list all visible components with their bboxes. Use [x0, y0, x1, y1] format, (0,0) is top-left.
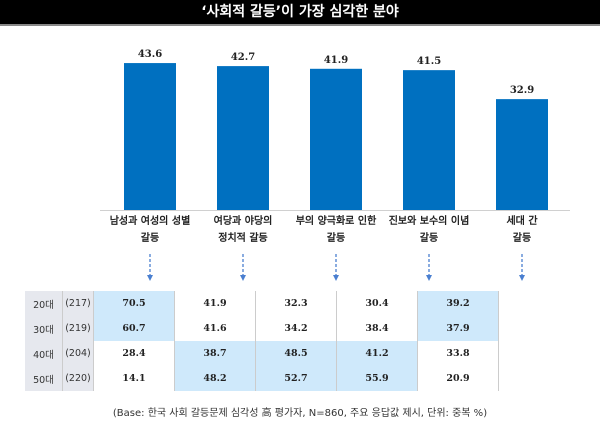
sample-size: (219) — [62, 316, 94, 341]
category-label-line: 갈등 — [326, 233, 346, 244]
page-title: ‘사회적 갈등’이 가장 심각한 분야 — [0, 0, 600, 26]
bar-chart: 43.6 42.7 41.9 41.5 32.9 — [100, 49, 570, 281]
data-label: 43.6 — [138, 49, 162, 60]
table-cell: 14.1 — [93, 366, 175, 391]
category-label-line: 진보와 보수의 이념 — [388, 216, 470, 227]
age-group: 40대 — [25, 341, 63, 366]
table-cell: 41.2 — [336, 341, 418, 366]
arrowhead-icon — [147, 275, 153, 281]
arrowhead-icon — [426, 275, 432, 281]
table-cell: 41.6 — [174, 316, 256, 341]
data-label: 42.7 — [231, 52, 255, 63]
arrowhead-icon — [333, 275, 339, 281]
table-cell: 20.9 — [417, 366, 499, 391]
category-label-line: 정치적 갈등 — [218, 233, 268, 244]
category-label-line: 부의 양극화로 인한 — [295, 216, 377, 227]
category-label-line: 갈등 — [140, 233, 160, 244]
age-group: 30대 — [25, 316, 63, 341]
bar — [310, 68, 362, 210]
table-cell: 70.5 — [93, 291, 175, 316]
footnote: (Base: 한국 사회 갈등문제 심각성 高 평가자, N=860, 주요 응… — [112, 408, 488, 419]
table-row: 30대 (219) 60.7 41.6 34.2 38.4 37.9 — [25, 316, 499, 341]
table-cell: 28.4 — [93, 341, 175, 366]
table-cell: 60.7 — [93, 316, 175, 341]
table-cell: 55.9 — [336, 366, 418, 391]
table-row: 40대 (204) 28.4 38.7 48.5 41.2 33.8 — [25, 341, 499, 366]
category-label-line: 남성과 여성의 성별 — [109, 216, 191, 227]
table-cell: 38.7 — [174, 341, 256, 366]
table-cell: 41.9 — [174, 291, 256, 316]
bar — [403, 70, 455, 211]
table-cell: 30.4 — [336, 291, 418, 316]
age-group: 20대 — [25, 291, 63, 316]
category-label-line: 갈등 — [512, 233, 532, 244]
bar — [217, 66, 269, 210]
data-label: 41.5 — [417, 56, 441, 67]
table-cell: 34.2 — [255, 316, 337, 341]
category-label-line: 세대 간 — [506, 216, 538, 227]
table-row: 20대 (217) 70.5 41.9 32.3 30.4 39.2 — [25, 291, 499, 316]
sample-size: (217) — [62, 291, 94, 316]
bar — [496, 99, 548, 210]
table-cell: 32.3 — [255, 291, 337, 316]
age-group: 50대 — [25, 366, 63, 391]
sample-size: (220) — [62, 366, 94, 391]
bar — [124, 63, 176, 211]
age-breakdown-table: 20대 (217) 70.5 41.9 32.3 30.4 39.2 30대 (219) 60.7… — [25, 291, 499, 391]
table-cell: 48.5 — [255, 341, 337, 366]
table-cell: 48.2 — [174, 366, 256, 391]
category-label-line: 갈등 — [419, 233, 439, 244]
arrowhead-icon — [240, 275, 246, 281]
arrowhead-icon — [519, 275, 525, 281]
table-cell: 38.4 — [336, 316, 418, 341]
table-cell: 37.9 — [417, 316, 499, 341]
table-cell: 39.2 — [417, 291, 499, 316]
table-row: 50대 (220) 14.1 48.2 52.7 55.9 20.9 — [25, 366, 499, 391]
data-label: 41.9 — [324, 55, 348, 66]
category-label-line: 여당과 야당의 — [213, 216, 273, 227]
table-cell: 33.8 — [417, 341, 499, 366]
data-label: 32.9 — [510, 85, 534, 96]
table-cell: 52.7 — [255, 366, 337, 391]
sample-size: (204) — [62, 341, 94, 366]
